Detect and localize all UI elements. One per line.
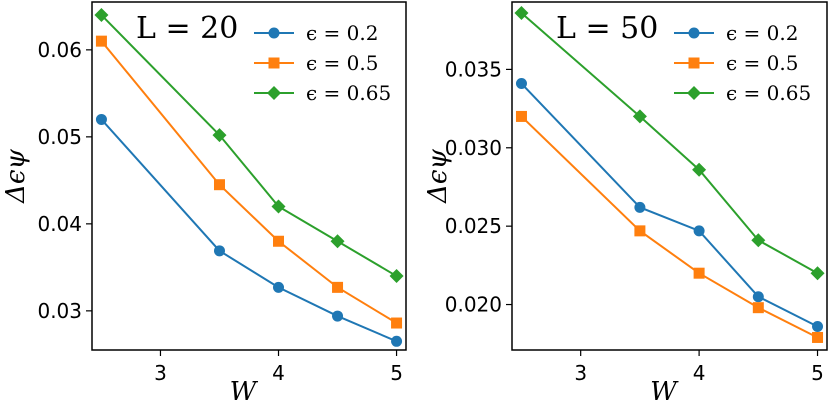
data-point-circle bbox=[273, 281, 285, 293]
series-line bbox=[100, 118, 397, 343]
data-point-circle bbox=[752, 291, 764, 303]
data-point-diamond bbox=[810, 266, 825, 281]
legend-entry: ϵ = 0.5 bbox=[674, 51, 798, 75]
data-point-circle bbox=[391, 335, 403, 347]
x-tick-label: 3 bbox=[574, 361, 587, 385]
legend-entry: ϵ = 0.2 bbox=[674, 21, 798, 45]
data-point-circle bbox=[268, 27, 280, 39]
x-axis-label: W bbox=[230, 377, 259, 407]
series-3 bbox=[514, 5, 825, 281]
data-point-circle bbox=[812, 320, 824, 332]
data-point-circle bbox=[213, 245, 225, 257]
data-point-diamond bbox=[389, 269, 404, 284]
data-point-square bbox=[268, 57, 280, 69]
legend-label: ϵ = 0.5 bbox=[726, 51, 798, 75]
data-point-square bbox=[213, 179, 225, 191]
data-point-diamond bbox=[267, 86, 281, 100]
chart-panel-2: 3 4 5 0.020 0.025 0.030 0.035 W Δϵψ L = 50 ϵ = 0.2… bbox=[423, 1, 828, 407]
legend-entry: ϵ = 0.65 bbox=[674, 81, 811, 105]
y-tick-label: 0.06 bbox=[37, 38, 82, 62]
data-point-diamond bbox=[271, 199, 286, 214]
x-tick-label: 4 bbox=[272, 361, 285, 385]
data-point-diamond bbox=[212, 128, 227, 143]
data-point-square bbox=[634, 225, 646, 237]
x-tick-label: 4 bbox=[693, 361, 706, 385]
x-tick-label: 3 bbox=[154, 361, 167, 385]
plot-frame bbox=[511, 1, 828, 351]
series-2 bbox=[515, 110, 824, 343]
y-tick-label: 0.025 bbox=[445, 214, 502, 238]
series-1 bbox=[95, 113, 403, 347]
data-point-square bbox=[332, 281, 344, 293]
data-point-circle bbox=[688, 27, 700, 39]
y-tick-label: 0.035 bbox=[445, 57, 502, 81]
legend-label: ϵ = 0.65 bbox=[306, 81, 391, 105]
data-point-square bbox=[95, 35, 107, 47]
series-line bbox=[520, 82, 818, 328]
data-point-square bbox=[688, 57, 700, 69]
plot-frame bbox=[91, 1, 407, 351]
series-1 bbox=[515, 78, 824, 332]
series-3 bbox=[94, 8, 404, 284]
data-point-circle bbox=[693, 225, 705, 237]
legend-entry: ϵ = 0.65 bbox=[254, 81, 391, 105]
legend-entry: ϵ = 0.5 bbox=[254, 51, 378, 75]
data-point-circle bbox=[95, 113, 107, 125]
y-tick-label: 0.030 bbox=[445, 136, 502, 160]
y-tick-label: 0.03 bbox=[37, 299, 82, 323]
legend-label: ϵ = 0.65 bbox=[726, 81, 811, 105]
legend-label: ϵ = 0.5 bbox=[306, 51, 378, 75]
legend-label: ϵ = 0.2 bbox=[726, 21, 798, 45]
series-2 bbox=[95, 35, 403, 329]
data-point-square bbox=[812, 331, 824, 343]
chart-panel-1: 3 4 5 0.03 0.04 0.05 0.06 W Δϵψ L = 20 ϵ = 0.2 ϵ = … bbox=[1, 1, 407, 407]
y-axis-label: Δϵψ bbox=[423, 149, 453, 204]
data-point-square bbox=[391, 317, 403, 329]
data-point-diamond bbox=[514, 5, 529, 20]
y-axis-label: Δϵψ bbox=[1, 149, 31, 204]
data-point-diamond bbox=[94, 8, 109, 23]
data-point-circle bbox=[515, 78, 527, 90]
y-tick-label: 0.05 bbox=[37, 125, 82, 149]
data-point-square bbox=[515, 110, 527, 122]
data-point-square bbox=[273, 235, 285, 247]
panel-title: L = 20 bbox=[136, 11, 238, 46]
panel-title: L = 50 bbox=[556, 11, 658, 46]
data-point-circle bbox=[332, 310, 344, 322]
x-tick-label: 5 bbox=[390, 361, 403, 385]
y-tick-label: 0.04 bbox=[37, 212, 82, 236]
x-tick-label: 5 bbox=[811, 361, 824, 385]
data-point-circle bbox=[634, 201, 646, 213]
y-tick-label: 0.020 bbox=[445, 293, 502, 317]
data-point-square bbox=[693, 267, 705, 279]
data-point-square bbox=[752, 302, 764, 314]
data-point-diamond bbox=[632, 109, 647, 124]
data-point-diamond bbox=[330, 234, 345, 249]
legend-entry: ϵ = 0.2 bbox=[254, 21, 378, 45]
data-point-diamond bbox=[751, 233, 766, 248]
legend-label: ϵ = 0.2 bbox=[306, 21, 378, 45]
data-point-diamond bbox=[692, 162, 707, 177]
data-point-diamond bbox=[687, 86, 701, 100]
x-axis-label: W bbox=[650, 377, 679, 407]
